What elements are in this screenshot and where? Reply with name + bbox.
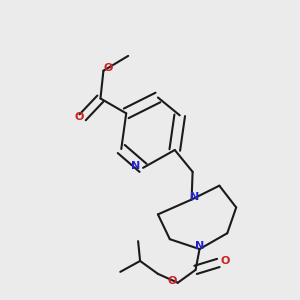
Text: O: O	[103, 63, 112, 73]
Text: N: N	[190, 192, 199, 202]
Text: N: N	[195, 241, 204, 251]
Text: O: O	[167, 276, 176, 286]
Text: O: O	[75, 112, 84, 122]
Text: O: O	[220, 256, 230, 266]
Text: N: N	[131, 161, 140, 171]
